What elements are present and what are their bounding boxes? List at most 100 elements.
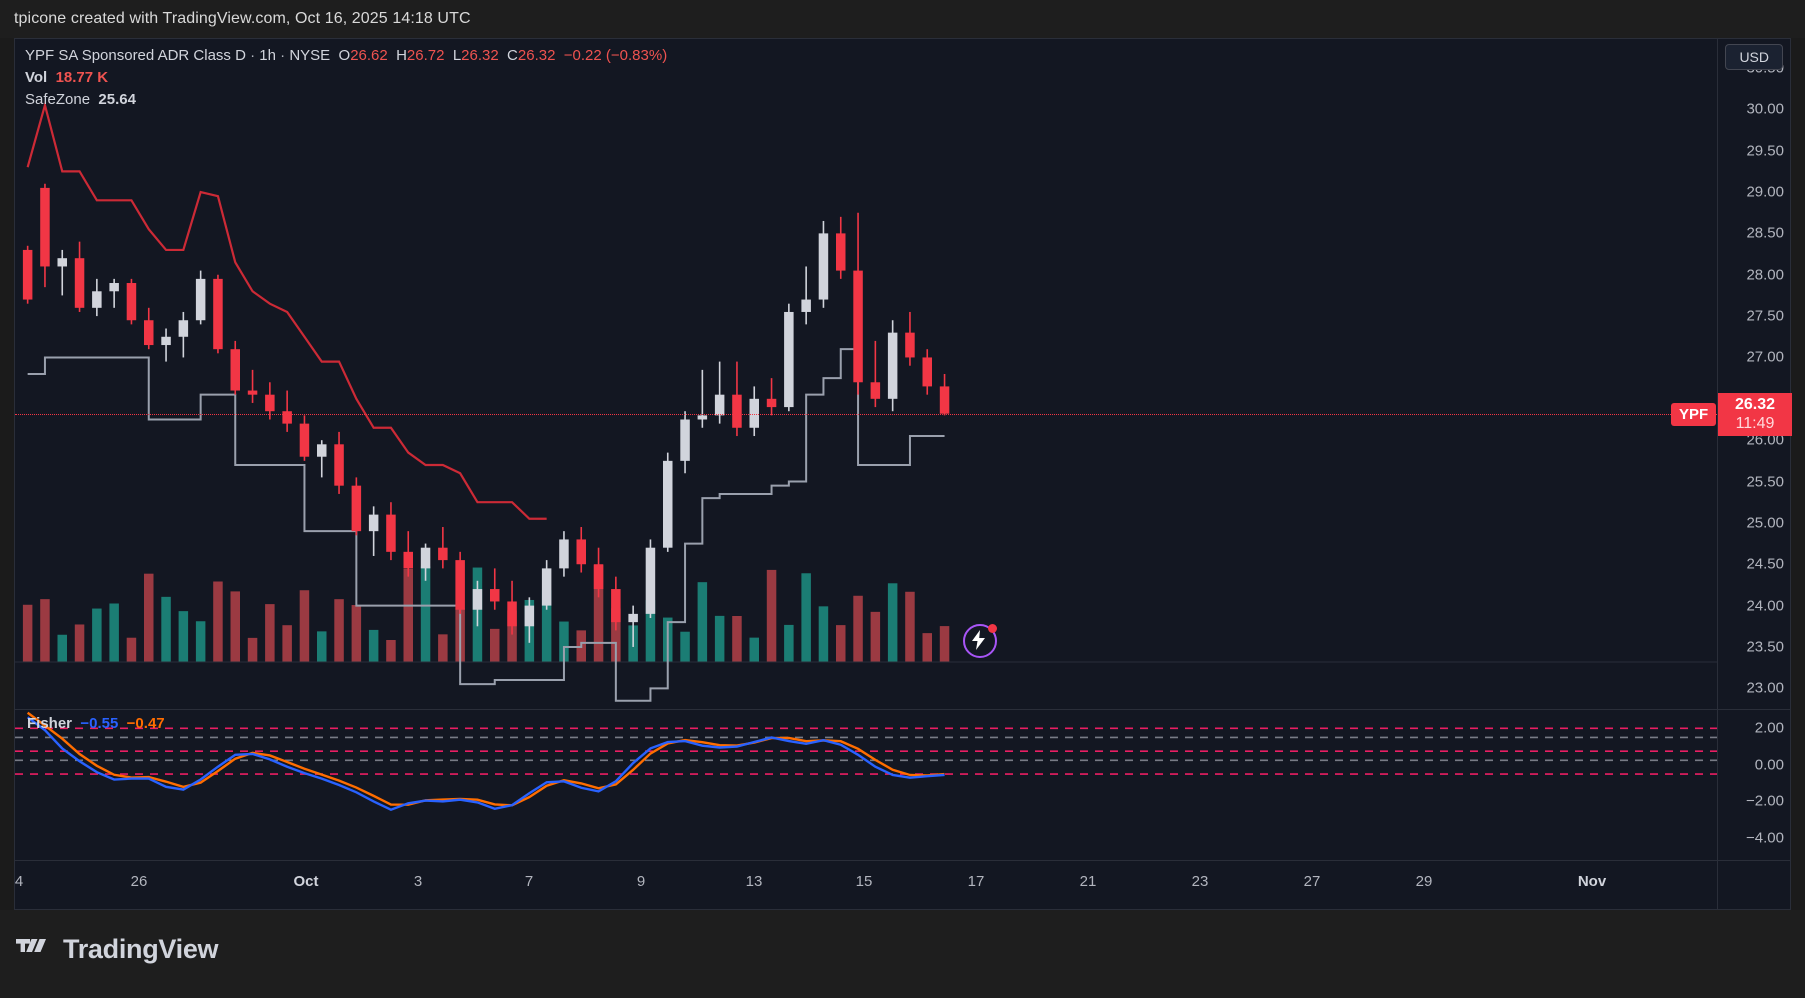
volume-bar	[784, 624, 794, 662]
candle-body	[178, 320, 189, 337]
price-tick: 29.00	[1746, 183, 1784, 201]
currency-pill[interactable]: USD	[1725, 44, 1783, 70]
price-tick: 23.00	[1746, 679, 1784, 697]
price-plot-area[interactable]	[15, 39, 1717, 709]
candle-body	[282, 411, 292, 424]
volume-bar	[870, 611, 881, 662]
candle-body	[524, 605, 535, 627]
candle-body	[438, 547, 448, 561]
volume-bar	[645, 600, 656, 662]
candle-body	[905, 332, 915, 358]
candle-body	[351, 485, 362, 532]
volume-bar	[714, 615, 725, 662]
candle-body	[784, 311, 794, 408]
volume-bar	[299, 590, 310, 662]
candle-body	[109, 283, 119, 292]
price-tick: 23.50	[1746, 638, 1784, 656]
candle-body	[57, 258, 67, 267]
volume-bar	[317, 631, 327, 662]
price-series-svg	[15, 100, 1717, 702]
candle-body	[126, 283, 137, 321]
price-tick: 26.00	[1746, 431, 1784, 449]
candle-body	[887, 332, 898, 399]
safezone-stop-line	[27, 348, 945, 702]
fisher-value-blue: −0.55	[80, 715, 119, 732]
candle-body	[611, 589, 621, 623]
volume-bar	[853, 595, 863, 662]
volume-bar	[749, 637, 759, 662]
volume-bar	[40, 599, 50, 662]
candle-body	[334, 444, 344, 486]
price-tick: 28.00	[1746, 266, 1784, 284]
price-tick: 29.50	[1746, 142, 1784, 160]
time-axis[interactable]: 4 26 Oct 3 7 9 13 15 17 21 23 27 29 Nov	[15, 861, 1790, 909]
attribution-text: tpicone created with TradingView.com, Oc…	[0, 0, 1805, 38]
volume-bar	[195, 621, 206, 662]
candle-body	[144, 320, 154, 346]
price-tick: 28.50	[1746, 224, 1784, 242]
current-price-time: 11:49	[1735, 414, 1775, 432]
lightning-icon[interactable]	[962, 624, 997, 658]
volume-bar	[559, 621, 569, 662]
volume-bar	[74, 624, 85, 662]
volume-bar	[386, 639, 396, 662]
candle-body	[265, 394, 275, 412]
current-price-value: 26.32	[1734, 395, 1776, 413]
candle-body	[576, 539, 586, 565]
volume-bar	[887, 583, 898, 662]
time-tick: 26	[130, 873, 148, 890]
volume-bar	[403, 568, 413, 662]
time-tick: 23	[1191, 873, 1209, 890]
tradingview-wordmark: TradingView	[63, 934, 219, 964]
volume-bar	[818, 606, 829, 662]
candle-body	[317, 444, 327, 457]
time-tick: 17	[967, 873, 985, 890]
candle-body	[40, 187, 50, 267]
volume-bar	[213, 581, 223, 662]
price-tick: 27.50	[1746, 307, 1784, 325]
time-tick: 27	[1303, 873, 1321, 890]
candle-body	[368, 514, 379, 532]
price-tick: 25.50	[1746, 473, 1784, 491]
candle-body	[161, 336, 171, 346]
footer: TradingView	[0, 910, 1805, 998]
volume-bar	[438, 634, 448, 662]
candle-body	[939, 386, 950, 414]
current-price-badge: 26.32 11:49	[1718, 392, 1792, 436]
candle-body	[559, 539, 569, 569]
volume-bar	[22, 604, 33, 662]
time-tick: Nov	[1577, 873, 1607, 890]
time-axis-separator	[15, 860, 1790, 861]
time-tick: Oct	[293, 873, 319, 890]
candle-body	[766, 398, 777, 408]
price-axis[interactable]: 30.5030.0029.5029.0028.5028.0027.5027.00…	[1718, 39, 1792, 709]
volume-bar	[368, 629, 379, 662]
time-tick: 13	[745, 873, 763, 890]
candle-body	[386, 514, 396, 552]
volume-bar	[490, 628, 500, 662]
fisher-pane[interactable]: Fisher −0.55 −0.47 2.00 0.00 −2.00 −4.00	[15, 710, 1790, 860]
safezone-band	[26, 100, 547, 520]
time-tick: 21	[1079, 873, 1097, 890]
fisher-plot-area[interactable]	[15, 710, 1717, 860]
candle-body	[213, 278, 223, 350]
volume-bar	[836, 625, 846, 662]
fisher-tick: 2.00	[1754, 719, 1784, 737]
candle-body	[680, 419, 690, 461]
candle-body	[628, 613, 638, 623]
candle-body	[541, 568, 552, 606]
price-pane[interactable]: YPF SA Sponsored ADR Class D · 1h · NYSE…	[15, 39, 1792, 709]
volume-bar	[126, 637, 137, 662]
pane-separator	[15, 709, 1790, 710]
fisher-axis[interactable]: 2.00 0.00 −2.00 −4.00	[1718, 710, 1792, 860]
fisher-value-orange: −0.47	[126, 715, 165, 732]
time-tick: 7	[524, 873, 534, 890]
time-tick: 4	[14, 873, 24, 890]
candle-body	[247, 390, 258, 395]
candle-body	[299, 423, 310, 457]
volume-bar	[265, 604, 275, 662]
candle-body	[801, 299, 811, 312]
volume-bar	[939, 626, 950, 662]
volume-bar	[334, 599, 344, 662]
